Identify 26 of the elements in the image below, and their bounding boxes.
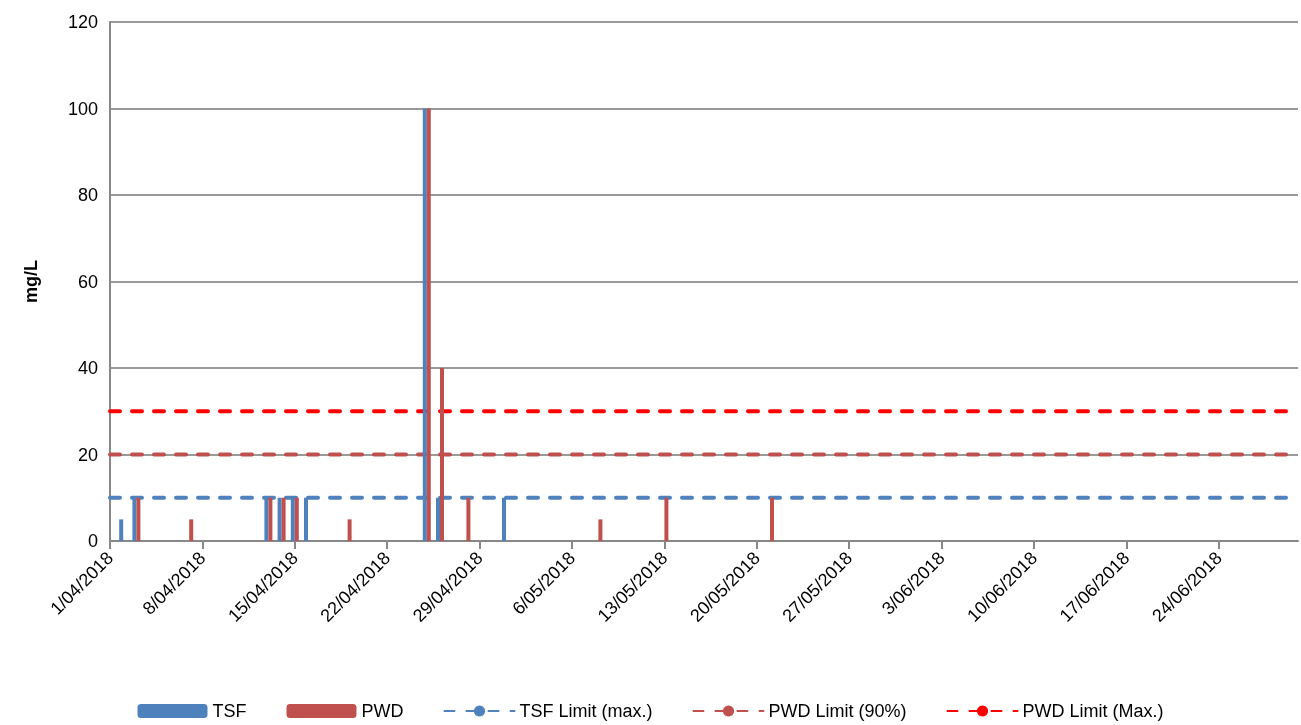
bar [277,497,282,541]
bar [268,497,273,541]
bar [770,497,774,541]
bar [294,497,299,541]
y-tick-label: 100 [67,98,98,119]
bar [664,497,669,541]
bar [119,519,124,541]
legend-label: PWD [361,701,404,721]
bar [466,497,471,541]
legend-label: PWD Limit (90%) [768,701,907,721]
bar [281,497,286,541]
bar [347,519,352,541]
y-tick-label: 40 [77,358,98,378]
y-tick-label: 60 [77,271,98,292]
bar [136,497,141,541]
y-tick-label: 0 [87,531,98,551]
legend-label: PWD Limit (Max.) [1022,701,1164,721]
legend-label: TSF Limit (max.) [519,701,653,721]
bar [189,519,194,541]
y-tick-label: 120 [67,12,98,32]
y-axis-title: mg/L [21,260,41,303]
y-tick-label: 20 [77,444,98,465]
y-tick-label: 80 [77,185,98,205]
legend-label: TSF [212,701,247,721]
bar [426,108,431,541]
bar [598,519,603,541]
